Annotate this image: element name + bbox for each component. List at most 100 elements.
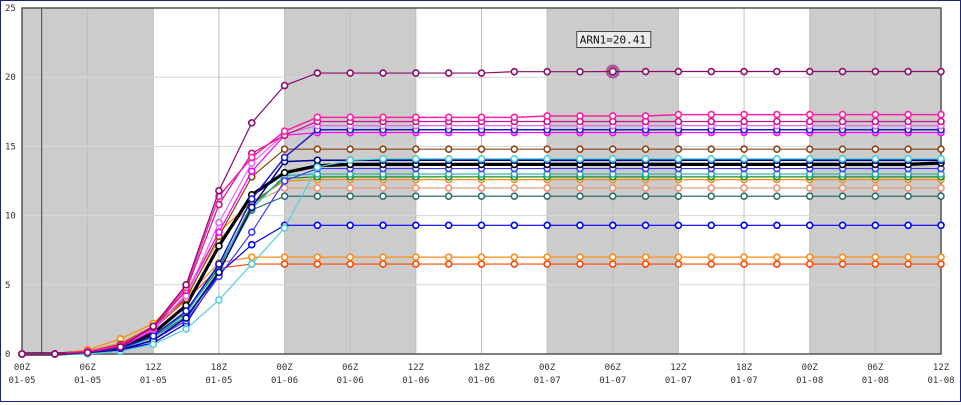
data-point[interactable] (182, 307, 190, 315)
data-point[interactable] (215, 260, 223, 268)
data-point[interactable] (740, 117, 748, 126)
data-point[interactable] (773, 192, 781, 201)
data-point[interactable] (477, 184, 486, 192)
data-point[interactable] (674, 155, 683, 163)
data-point[interactable] (215, 268, 223, 277)
data-point[interactable] (280, 184, 289, 192)
data-point[interactable] (280, 224, 289, 232)
data-point[interactable] (904, 221, 912, 230)
data-point[interactable] (444, 145, 453, 153)
data-point[interactable] (379, 192, 387, 201)
data-point[interactable] (608, 192, 617, 201)
data-point[interactable] (83, 348, 92, 357)
data-point[interactable] (543, 253, 551, 261)
data-point[interactable] (674, 260, 683, 268)
data-point[interactable] (937, 221, 945, 230)
data-point[interactable] (313, 260, 322, 268)
data-point[interactable] (280, 260, 289, 268)
data-point[interactable] (641, 145, 650, 153)
data-point[interactable] (707, 145, 716, 153)
data-point[interactable] (346, 145, 355, 153)
data-point[interactable] (608, 184, 617, 192)
data-point[interactable] (838, 117, 847, 126)
data-point[interactable] (805, 184, 814, 192)
data-point[interactable] (937, 192, 945, 201)
data-point[interactable] (937, 145, 945, 153)
data-point[interactable] (379, 260, 387, 268)
data-point[interactable] (773, 110, 781, 119)
data-point[interactable] (247, 195, 256, 203)
data-point[interactable] (641, 112, 650, 120)
data-point[interactable] (904, 145, 912, 153)
data-point[interactable] (608, 260, 617, 268)
data-point[interactable] (871, 260, 880, 268)
data-point[interactable] (707, 253, 716, 261)
data-point[interactable] (674, 253, 683, 261)
data-point[interactable] (805, 192, 814, 201)
data-point[interactable] (510, 260, 519, 268)
data-point[interactable] (576, 67, 584, 76)
data-point[interactable] (247, 240, 256, 249)
data-point[interactable] (576, 145, 584, 153)
data-point[interactable] (412, 69, 420, 77)
data-point[interactable] (280, 168, 289, 177)
data-point[interactable] (641, 253, 650, 261)
data-point[interactable] (904, 184, 912, 192)
data-point[interactable] (871, 184, 880, 192)
data-point[interactable] (247, 153, 256, 162)
data-point[interactable] (543, 155, 551, 163)
data-point[interactable] (280, 145, 289, 153)
data-point[interactable] (576, 192, 584, 201)
data-point[interactable] (379, 69, 387, 77)
data-point[interactable] (412, 145, 420, 153)
data-point[interactable] (838, 221, 847, 230)
data-point[interactable] (412, 184, 420, 192)
data-point[interactable] (313, 253, 322, 261)
data-point[interactable] (805, 145, 814, 153)
data-point[interactable] (576, 112, 584, 120)
data-point[interactable] (707, 184, 716, 192)
data-point[interactable] (838, 192, 847, 201)
data-point[interactable] (904, 110, 912, 119)
data-point[interactable] (773, 221, 781, 230)
data-point[interactable] (510, 253, 519, 261)
data-point[interactable] (280, 127, 289, 135)
data-point[interactable] (477, 113, 486, 122)
data-point[interactable] (805, 117, 814, 126)
data-point[interactable] (247, 253, 256, 261)
data-point[interactable] (444, 253, 453, 261)
data-point[interactable] (707, 260, 716, 268)
data-point[interactable] (773, 260, 781, 268)
data-point[interactable] (707, 192, 716, 201)
data-point[interactable] (576, 260, 584, 268)
data-point[interactable] (313, 156, 322, 165)
data-point[interactable] (543, 260, 551, 268)
data-point[interactable] (773, 155, 781, 163)
data-point[interactable] (740, 192, 748, 201)
data-point[interactable] (838, 145, 847, 153)
data-point[interactable] (641, 155, 650, 163)
data-point[interactable] (674, 117, 683, 126)
data-point[interactable] (247, 167, 256, 176)
data-point[interactable] (444, 155, 453, 163)
data-point[interactable] (215, 242, 223, 250)
data-point[interactable] (346, 69, 355, 77)
data-point[interactable] (313, 221, 322, 230)
data-point[interactable] (477, 260, 486, 268)
data-point[interactable] (182, 314, 190, 322)
data-point[interactable] (215, 296, 223, 304)
data-point[interactable] (412, 192, 420, 201)
data-point[interactable] (412, 253, 420, 261)
data-point[interactable] (313, 113, 322, 122)
data-point[interactable] (937, 117, 945, 126)
data-point[interactable] (280, 81, 289, 90)
data-point[interactable] (543, 67, 551, 76)
data-point[interactable] (904, 155, 912, 163)
data-point[interactable] (444, 221, 453, 230)
data-point[interactable] (477, 145, 486, 153)
data-point[interactable] (904, 260, 912, 268)
data-point[interactable] (937, 110, 945, 119)
data-point[interactable] (740, 155, 748, 163)
data-point[interactable] (444, 192, 453, 201)
data-point[interactable] (871, 253, 880, 261)
